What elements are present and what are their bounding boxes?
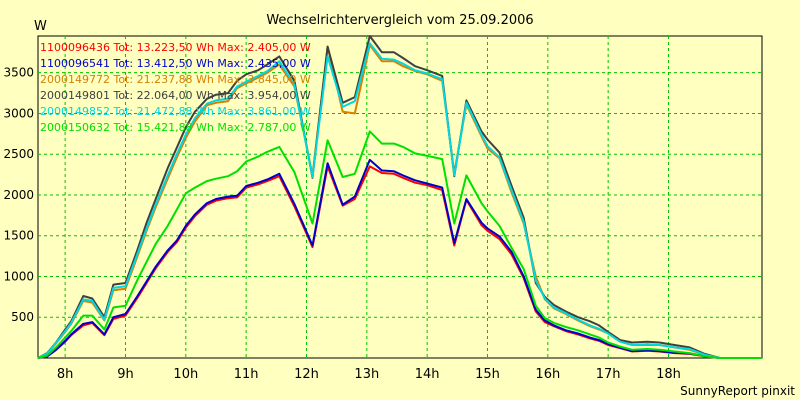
y-tick-label: 2000 bbox=[3, 188, 34, 202]
y-tick-label: 3000 bbox=[3, 106, 34, 120]
plot-area-frame bbox=[37, 35, 763, 359]
legend-entry-4: 2000149801 Tot: 22.064,00 Wh Max: 3.954,… bbox=[40, 89, 311, 102]
x-tick-label: 9h bbox=[117, 367, 134, 382]
legend-entry-3: 2000149772 Tot: 21.237,88 Wh Max: 3.845,… bbox=[40, 73, 311, 86]
y-tick-label: 1000 bbox=[3, 269, 34, 283]
y-axis-unit-label: W bbox=[34, 19, 47, 34]
legend-entry-5: 2000149852 Tot: 21.472,88 Wh Max: 3.861,… bbox=[40, 105, 311, 118]
series-line-5 bbox=[37, 42, 762, 359]
legend-entry-2: 1100096541 Tot: 13.412,50 Wh Max: 2.435,… bbox=[40, 57, 311, 70]
x-tick-label: 18h bbox=[656, 367, 681, 382]
y-tick-label: 3500 bbox=[3, 66, 34, 80]
series-line-6 bbox=[37, 130, 762, 359]
y-tick-label: 500 bbox=[11, 310, 34, 324]
y-tick-label: 1500 bbox=[3, 229, 34, 243]
x-tick-label: 16h bbox=[535, 367, 560, 382]
legend-entry-6: 2000150632 Tot: 15.421,88 Wh Max: 2.787,… bbox=[40, 121, 311, 134]
footer-credit: SunnyReport pinxit bbox=[680, 384, 795, 398]
series-line-2 bbox=[37, 158, 762, 359]
x-tick-label: 10h bbox=[173, 367, 198, 382]
series-line-4 bbox=[37, 35, 762, 359]
legend: 1100096436 Tot: 13.223,50 Wh Max: 2.405,… bbox=[40, 41, 311, 134]
legend-entry-1: 1100096436 Tot: 13.223,50 Wh Max: 2.405,… bbox=[40, 41, 311, 54]
x-tick-label: 11h bbox=[234, 367, 259, 382]
y-tick-label: 2500 bbox=[3, 147, 34, 161]
series-lines bbox=[37, 35, 762, 359]
x-tick-label: 13h bbox=[354, 367, 379, 382]
axis-ticks: 500 1000 1500 2000 2500 3000 3500 8h 9h 10h 11h 12h… bbox=[3, 66, 680, 382]
x-tick-label: 17h bbox=[596, 367, 621, 382]
x-tick-label: 12h bbox=[294, 367, 319, 382]
chart-title: Wechselrichtervergleich vom 25.09.2006 bbox=[266, 13, 533, 28]
x-tick-label: 14h bbox=[415, 367, 440, 382]
x-tick-label: 15h bbox=[475, 367, 500, 382]
x-tick-label: 8h bbox=[57, 367, 74, 382]
